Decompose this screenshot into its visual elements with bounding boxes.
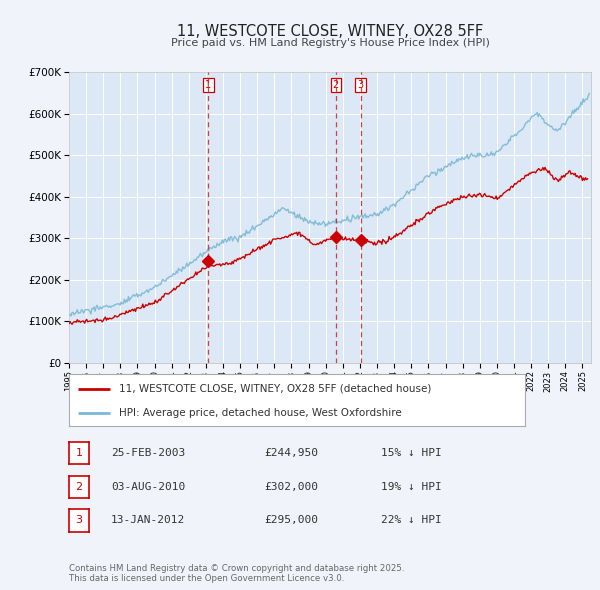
Text: Price paid vs. HM Land Registry's House Price Index (HPI): Price paid vs. HM Land Registry's House … [170, 38, 490, 48]
Text: 11, WESTCOTE CLOSE, WITNEY, OX28 5FF (detached house): 11, WESTCOTE CLOSE, WITNEY, OX28 5FF (de… [119, 384, 431, 394]
Text: 15% ↓ HPI: 15% ↓ HPI [381, 448, 442, 458]
Text: 25-FEB-2003: 25-FEB-2003 [111, 448, 185, 458]
Text: Contains HM Land Registry data © Crown copyright and database right 2025.
This d: Contains HM Land Registry data © Crown c… [69, 563, 404, 583]
Text: 11, WESTCOTE CLOSE, WITNEY, OX28 5FF: 11, WESTCOTE CLOSE, WITNEY, OX28 5FF [177, 24, 483, 38]
Text: 2: 2 [332, 80, 339, 90]
Text: 2: 2 [76, 482, 82, 491]
Text: HPI: Average price, detached house, West Oxfordshire: HPI: Average price, detached house, West… [119, 408, 402, 418]
Text: 13-JAN-2012: 13-JAN-2012 [111, 516, 185, 525]
Text: 19% ↓ HPI: 19% ↓ HPI [381, 482, 442, 491]
Text: 3: 3 [76, 516, 82, 525]
Text: 22% ↓ HPI: 22% ↓ HPI [381, 516, 442, 525]
Text: 1: 1 [205, 80, 212, 90]
Text: £295,000: £295,000 [264, 516, 318, 525]
Text: £244,950: £244,950 [264, 448, 318, 458]
Text: 03-AUG-2010: 03-AUG-2010 [111, 482, 185, 491]
Text: 1: 1 [76, 448, 82, 458]
Text: 3: 3 [358, 80, 364, 90]
Text: £302,000: £302,000 [264, 482, 318, 491]
